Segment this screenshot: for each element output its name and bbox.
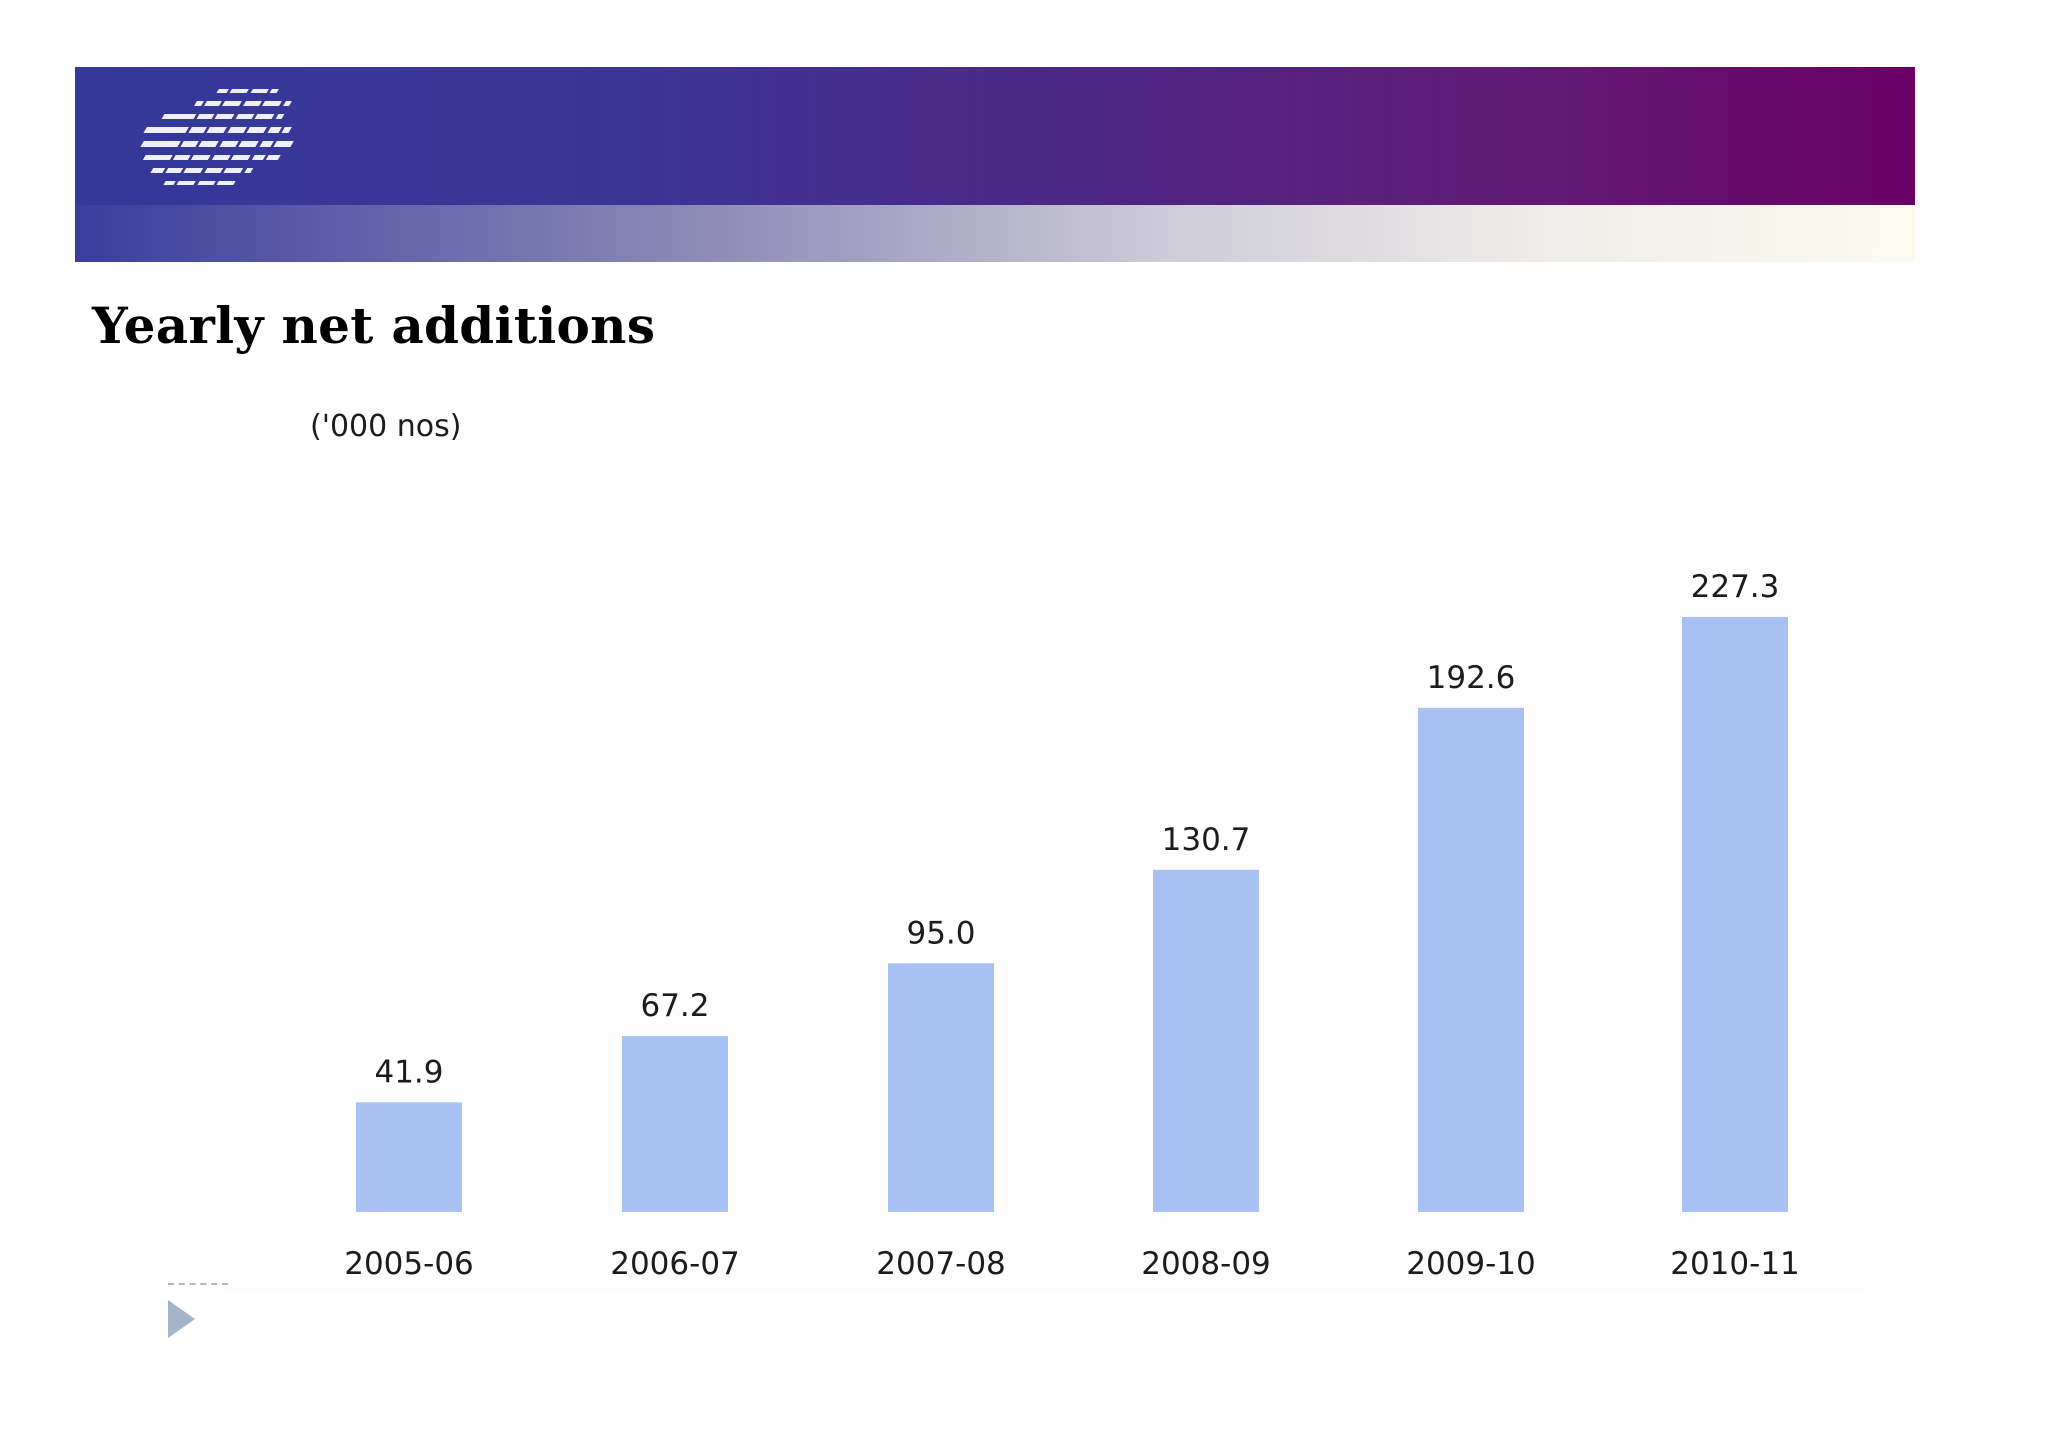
striped-logo-icon <box>140 87 308 187</box>
value-label: 41.9 <box>374 1054 443 1090</box>
value-label: 130.7 <box>1162 822 1251 858</box>
slide-title: Yearly net additions <box>92 296 656 355</box>
bar-2006-07 <box>622 1036 728 1212</box>
value-label: 95.0 <box>906 915 975 951</box>
bar-chart: ('000 nos) 41.9 2005-06 67.2 2006-07 95.0 200… <box>310 409 1800 1282</box>
x-tick-label: 2009-10 <box>1406 1246 1536 1282</box>
x-tick-label: 2008-09 <box>1141 1246 1271 1282</box>
bar-2009-10 <box>1418 707 1524 1212</box>
bar-2007-08 <box>888 963 994 1212</box>
dashed-divider <box>168 1283 228 1285</box>
x-tick-label: 2006-07 <box>610 1246 740 1282</box>
value-label: 192.6 <box>1427 660 1516 696</box>
bar-2008-09 <box>1153 869 1259 1212</box>
bar-2010-11 <box>1682 617 1788 1212</box>
banner-gradient-bottom <box>75 205 1915 262</box>
triangle-bullet-icon <box>168 1300 195 1338</box>
bar-2005-06 <box>356 1102 462 1212</box>
banner-gradient-top <box>75 67 1915 205</box>
x-tick-label: 2005-06 <box>344 1246 474 1282</box>
x-tick-label: 2007-08 <box>876 1246 1006 1282</box>
chart-area: ('000 nos) 41.9 2005-06 67.2 2006-07 95.0 200… <box>225 392 1865 1292</box>
value-label: 227.3 <box>1691 569 1780 605</box>
x-tick-label: 2010-11 <box>1670 1246 1800 1282</box>
value-label: 67.2 <box>640 988 709 1024</box>
header-banner <box>75 67 1915 262</box>
unit-label: ('000 nos) <box>310 409 461 444</box>
